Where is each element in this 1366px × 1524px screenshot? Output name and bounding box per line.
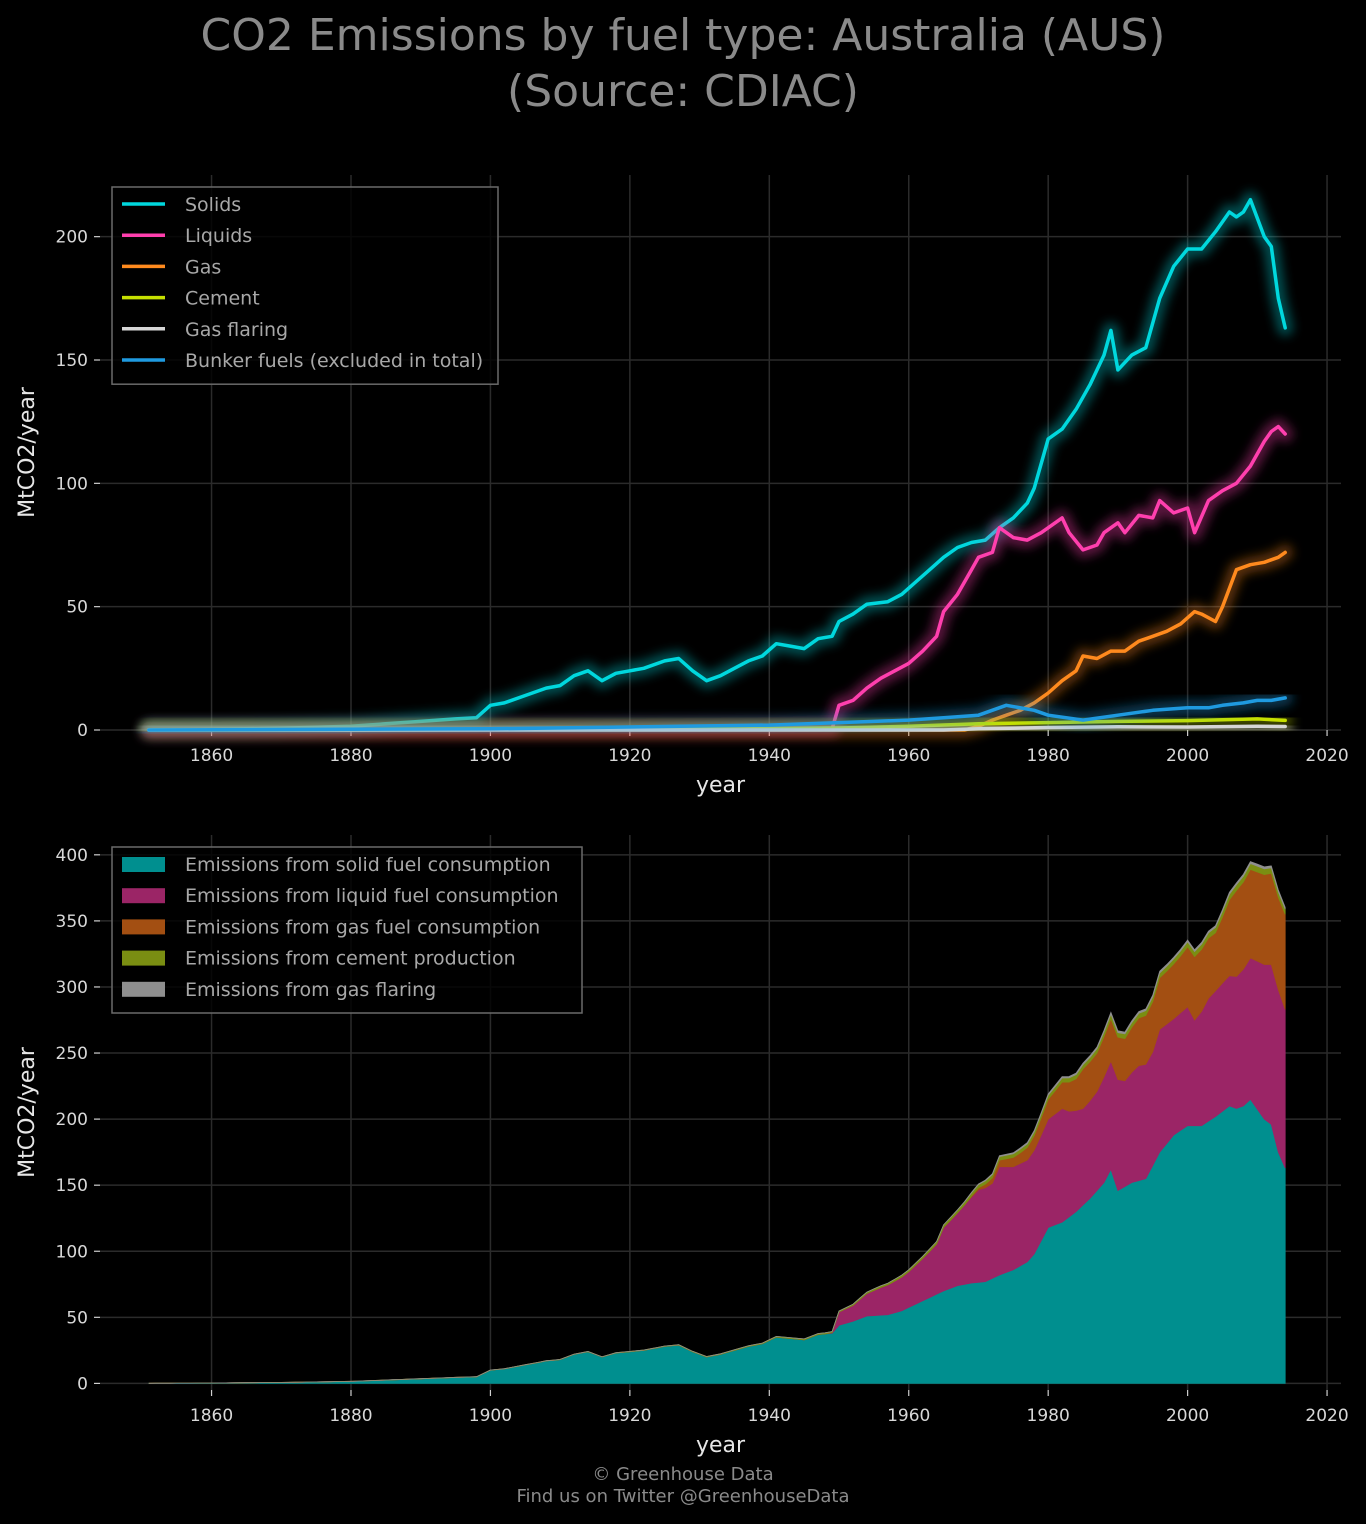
series-line [147, 550, 1287, 732]
series-line [147, 696, 1287, 732]
x-tick-label: 1880 [329, 1406, 372, 1426]
x-tick-label: 2020 [1305, 1406, 1348, 1426]
x-tick-label: 1960 [887, 746, 930, 766]
x-tick-label: 1860 [190, 1406, 233, 1426]
y-tick-label: 350 [56, 912, 88, 932]
legend-entry: Emissions from liquid fuel consumption [185, 885, 559, 907]
y-tick-label: 50 [66, 598, 88, 618]
y-tick-label: 0 [77, 721, 88, 741]
legend-swatch [122, 950, 165, 966]
line-chart: 1860 1880 1900 1920 1940 1960 1980 2000 2020 0 50 1… [15, 175, 1349, 798]
legend-swatch [122, 981, 165, 997]
x-tick-label: 1980 [1027, 746, 1070, 766]
y-tick-label: 150 [56, 351, 88, 371]
series-line [147, 197, 1287, 732]
series-line [147, 424, 1287, 732]
legend-swatch [122, 888, 165, 904]
area-layer [148, 861, 1286, 1384]
legend-entry: Gas flaring [185, 319, 288, 341]
legend-box [111, 186, 499, 385]
x-tick-label: 2000 [1166, 746, 1209, 766]
x-tick-label: 1900 [469, 746, 512, 766]
x-tick-label: 2000 [1166, 1406, 1209, 1426]
legend-box [111, 846, 583, 1014]
legend-entry: Emissions from solid fuel consumption [185, 854, 551, 876]
y-tick-label: 0 [77, 1374, 88, 1394]
x-axis-label: year [696, 1433, 746, 1458]
footer-twitter: Find us on Twitter @GreenhouseData [516, 1486, 850, 1507]
footer: © Greenhouse Data Find us on Twitter @Gr… [0, 1464, 1366, 1508]
x-tick-label: 1920 [608, 746, 651, 766]
title-line-2: (Source: CDIAC) [507, 66, 859, 117]
x-tick-label: 1860 [190, 746, 233, 766]
y-tick-label: 100 [56, 1242, 88, 1262]
x-tick-label: 1900 [469, 1406, 512, 1426]
series-layer [140, 191, 1294, 738]
x-tick-label: 2020 [1305, 746, 1348, 766]
x-tick-label: 1940 [748, 1406, 791, 1426]
title-line-1: CO2 Emissions by fuel type: Australia (A… [200, 10, 1166, 61]
legend-swatch [122, 919, 165, 935]
legend-entry: Liquids [185, 225, 252, 247]
x-axis-label: year [696, 773, 746, 798]
x-tick-label: 1920 [608, 1406, 651, 1426]
y-tick-label: 250 [56, 1044, 88, 1064]
y-tick-label: 150 [56, 1176, 88, 1196]
y-tick-label: 200 [56, 228, 88, 248]
x-tick-label: 1960 [887, 1406, 930, 1426]
legend-entry: Emissions from gas fuel consumption [185, 916, 540, 938]
stacked-area-chart: 1860 1880 1900 1920 1940 1960 1980 2000 2020 0 50 1… [15, 835, 1349, 1458]
x-tick-label: 1940 [748, 746, 791, 766]
legend-entry: Solids [185, 194, 241, 216]
series-glow [140, 544, 1294, 738]
legend-swatch [122, 857, 165, 872]
y-tick-label: 50 [66, 1308, 88, 1328]
x-tick-label: 1880 [329, 746, 372, 766]
legend-entry: Gas [185, 256, 221, 278]
page-title: CO2 Emissions by fuel type: Australia (A… [0, 8, 1366, 120]
y-axis-label: MtCO2/year [15, 386, 40, 518]
y-tick-label: 100 [56, 474, 88, 494]
legend-entry: Emissions from gas flaring [185, 979, 436, 1001]
y-tick-label: 400 [56, 846, 88, 866]
legend-entry: Cement [185, 288, 260, 310]
y-axis-label: MtCO2/year [15, 1046, 40, 1178]
legend-entry: Emissions from cement production [185, 948, 516, 970]
x-tick-label: 1980 [1027, 1406, 1070, 1426]
footer-credit: © Greenhouse Data [592, 1464, 774, 1485]
legend-entry: Bunker fuels (excluded in total) [185, 350, 483, 372]
y-tick-label: 200 [56, 1110, 88, 1130]
y-tick-label: 300 [56, 978, 88, 998]
area-band [148, 861, 1286, 1384]
